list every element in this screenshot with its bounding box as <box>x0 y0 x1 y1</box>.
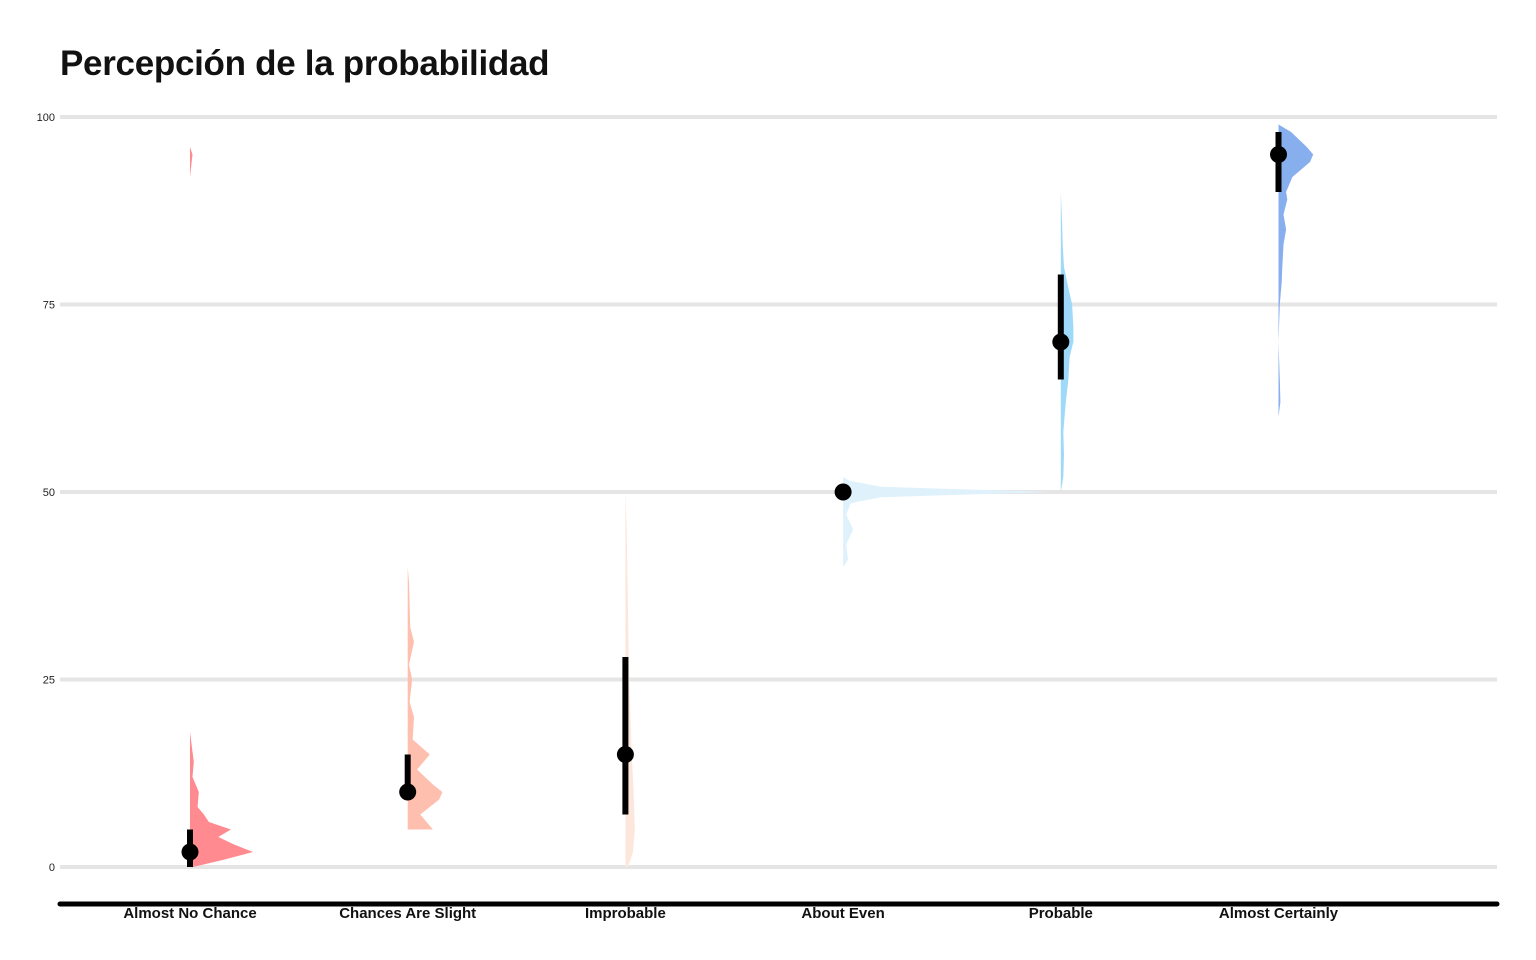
density-about-even <box>843 477 1051 567</box>
density-almost-no-chance <box>190 147 253 867</box>
x-category-label-almost-certainly: Almost Certainly <box>1219 905 1339 922</box>
y-tick-label-50: 50 <box>43 487 55 499</box>
x-category-label-probable: Probable <box>1029 905 1093 922</box>
median-layer <box>181 146 1287 861</box>
median-point-probable <box>1052 333 1070 351</box>
density-chances-are-slight <box>407 567 443 830</box>
interval-layer <box>187 132 1282 867</box>
density-almost-certainly <box>1278 124 1314 417</box>
median-point-about-even <box>834 483 852 501</box>
median-point-chances-are-slight <box>399 783 417 801</box>
y-tick-label-100: 100 <box>37 112 55 124</box>
median-point-almost-certainly <box>1270 146 1287 163</box>
density-layer <box>190 124 1314 867</box>
chart-title: Percepción de la probabilidad <box>60 44 550 83</box>
x-axis-labels: Almost No Chance Chances Are Slight Improb… <box>123 905 1338 922</box>
y-tick-label-75: 75 <box>43 300 55 312</box>
x-category-label-almost-no-chance: Almost No Chance <box>123 905 256 922</box>
y-axis-ticks: 0 25 50 75 100 <box>37 112 55 874</box>
y-tick-label-0: 0 <box>49 862 55 874</box>
x-category-label-chances-are-slight: Chances Are Slight <box>339 905 476 922</box>
median-point-almost-no-chance <box>181 843 199 861</box>
median-point-improbable <box>616 746 634 763</box>
x-category-label-improbable: Improbable <box>585 905 666 922</box>
gridlines <box>60 115 1497 869</box>
x-category-label-about-even: About Even <box>801 905 884 922</box>
y-tick-label-25: 25 <box>43 675 55 687</box>
